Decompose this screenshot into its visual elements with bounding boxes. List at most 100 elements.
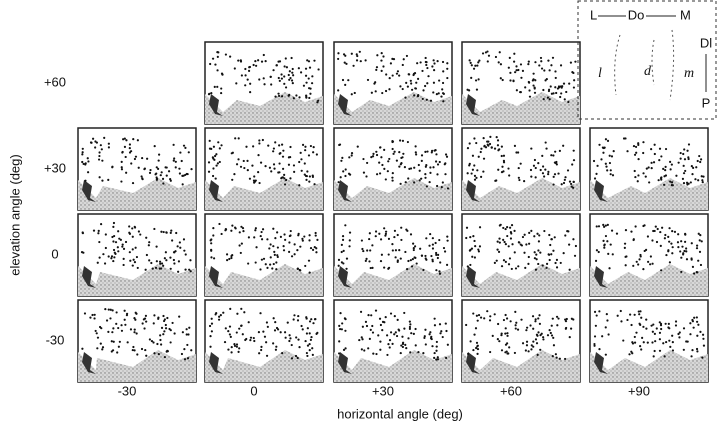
panel-dot: [255, 246, 257, 248]
panel-dot: [387, 160, 389, 162]
panel-dot: [152, 341, 154, 343]
panel-dot: [160, 174, 162, 176]
panel-dot: [510, 237, 512, 239]
panel-dot: [274, 237, 276, 239]
panel-dot: [112, 226, 114, 228]
panel-dot: [606, 319, 608, 321]
panel-dot: [121, 161, 123, 163]
panel-dot: [473, 164, 475, 166]
panel-dot: [240, 166, 242, 168]
panel-dot: [367, 79, 369, 81]
panel-dot: [361, 338, 363, 340]
panel-dot: [409, 323, 411, 325]
panel-dot: [135, 313, 137, 315]
panel-dot: [184, 269, 186, 271]
panel-dot: [98, 230, 100, 232]
panel-dot: [509, 72, 511, 74]
panel-dot: [308, 154, 310, 156]
panel-dot: [654, 350, 656, 352]
panel-dot: [669, 261, 671, 263]
panel-dot: [292, 68, 294, 70]
panel-dot: [316, 153, 318, 155]
panel-dot: [693, 317, 695, 319]
panel-dot: [363, 171, 365, 173]
panel-dot: [632, 265, 634, 267]
panel-dot: [249, 83, 251, 85]
panel-dot: [546, 267, 548, 269]
panel-dot: [288, 251, 290, 253]
panel-dot: [692, 320, 694, 322]
panel-dot: [181, 160, 183, 162]
panel-dot: [679, 331, 681, 333]
panel-dot: [469, 59, 471, 61]
inset-medial: M: [680, 7, 691, 22]
panel-dot: [403, 58, 405, 60]
panel-dot: [288, 164, 290, 166]
panel-dot: [163, 231, 165, 233]
panel-dot: [383, 266, 385, 268]
panel-dot: [240, 325, 242, 327]
panel-dot: [701, 240, 703, 242]
panel-dot: [691, 242, 693, 244]
panel-dot: [500, 77, 502, 79]
panel-dot: [471, 256, 473, 258]
panel-dot: [407, 86, 409, 88]
panel-dot: [253, 179, 255, 181]
panel-dot: [696, 348, 698, 350]
panel-dot: [154, 173, 156, 175]
panel-dot: [112, 260, 114, 262]
panel-dot: [486, 141, 488, 143]
panel-dot: [515, 322, 517, 324]
panel-dot: [556, 324, 558, 326]
panel-dot: [107, 179, 109, 181]
panel-dot: [165, 327, 167, 329]
panel-dot: [687, 340, 689, 342]
panel-dot: [442, 70, 444, 72]
panel-dot: [124, 319, 126, 321]
panel-dot: [173, 160, 175, 162]
panel-dot: [489, 315, 491, 317]
panel-dot: [620, 310, 622, 312]
panel-dot: [494, 313, 496, 315]
panel-dot: [174, 332, 176, 334]
panel-dot: [480, 316, 482, 318]
panel-dot: [636, 261, 638, 263]
panel-dot: [277, 171, 279, 173]
panel-dot: [498, 238, 500, 240]
panel-dot: [642, 268, 644, 270]
panel-dot: [549, 259, 551, 261]
panel-dot: [274, 141, 276, 143]
panel-dot: [528, 81, 530, 83]
panel-dot: [258, 139, 260, 141]
panel-dot: [171, 322, 173, 324]
panel-dot: [313, 60, 315, 62]
panel-dot: [645, 328, 647, 330]
panel-dot: [96, 347, 98, 349]
panel-dot: [551, 325, 553, 327]
panel-dot: [496, 249, 498, 251]
panel-dot: [313, 146, 315, 148]
panel-dot: [129, 143, 131, 145]
panel-dot: [413, 167, 415, 169]
panel-dot: [170, 341, 172, 343]
panel-dot: [520, 63, 522, 65]
panel-dot: [398, 166, 400, 168]
panel-dot: [359, 51, 361, 53]
panel-dot: [638, 313, 640, 315]
panel-dot: [495, 56, 497, 58]
panel-dot: [113, 222, 115, 224]
panel-dot: [316, 332, 318, 334]
panel-dot: [124, 146, 126, 148]
panel-dot: [436, 173, 438, 175]
panel-dot: [240, 308, 242, 310]
panel-dot: [506, 342, 508, 344]
panel-dot: [505, 314, 507, 316]
panel-dot: [695, 166, 697, 168]
panel-dot: [393, 333, 395, 335]
panel-dot: [437, 257, 439, 259]
panel-dot: [139, 233, 141, 235]
panel-dot: [407, 337, 409, 339]
panel-dot: [316, 239, 318, 241]
panel-dot: [543, 98, 545, 100]
panel-dot: [534, 320, 536, 322]
